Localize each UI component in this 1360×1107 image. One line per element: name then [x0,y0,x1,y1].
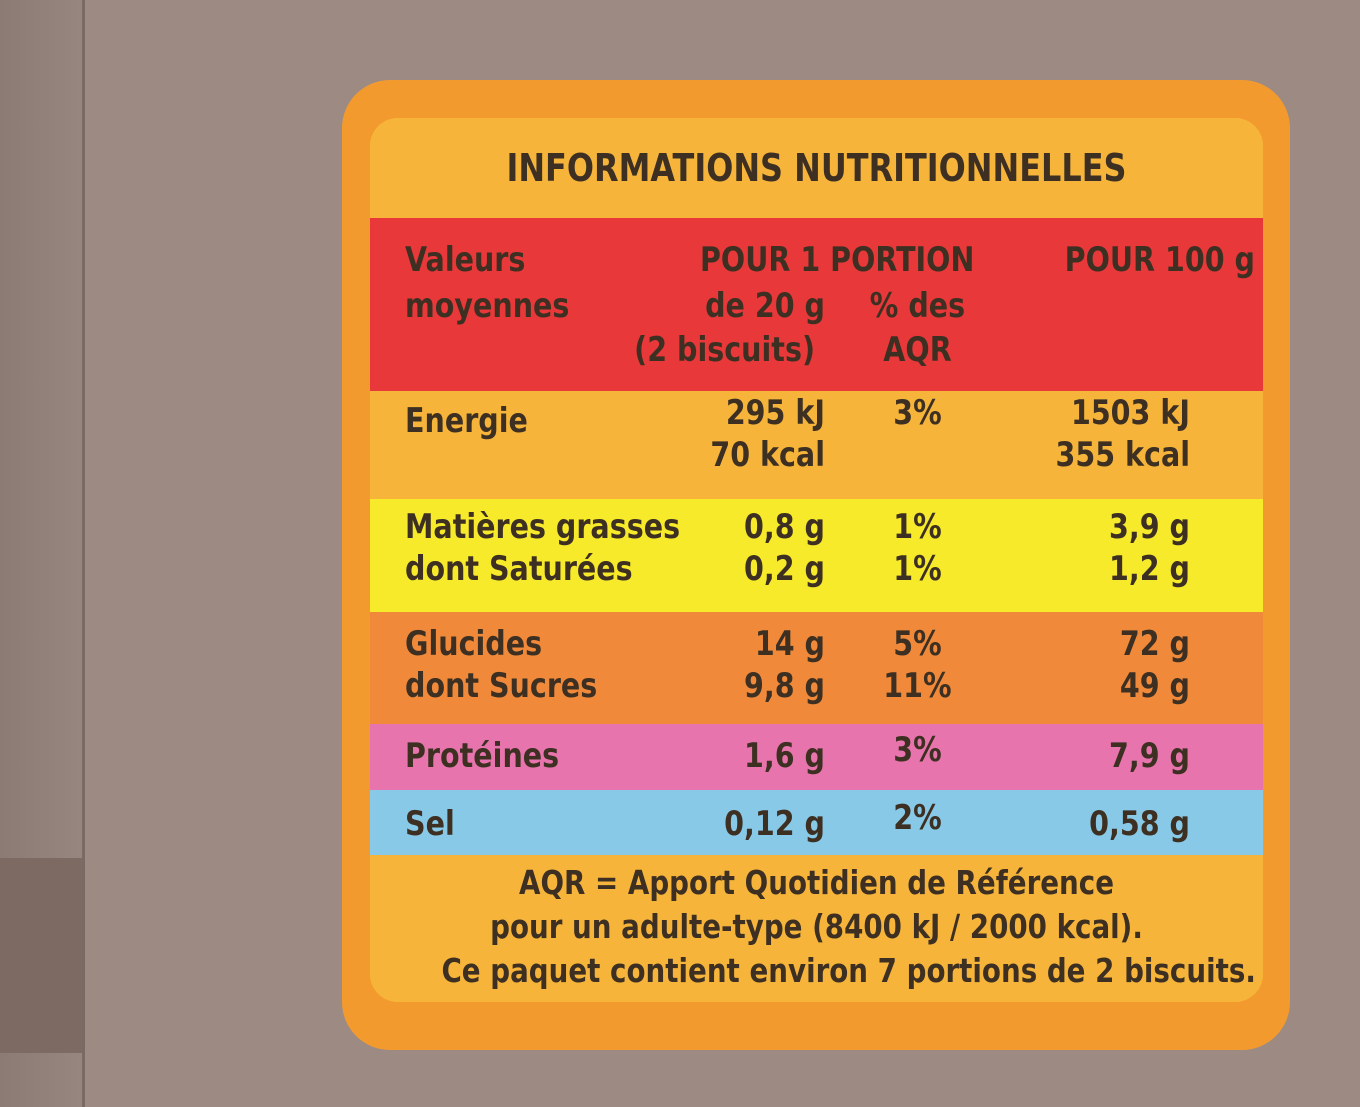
row-carbohydrates: Glucides 14 g 5% 72 g dont Sucres 9,8 g … [370,612,1263,724]
row-label: Sel [405,804,455,844]
row-label: Glucides [405,624,543,664]
row-energy: Energie 295 kJ 70 kcal 3% 1503 kJ 355 kc… [370,391,1263,499]
footnote-portions: Ce paquet contient environ 7 portions de… [441,951,1256,990]
per100-value: 3,9 g [1109,507,1190,547]
nutrition-label: INFORMATIONS NUTRITIONNELLES Valeurs moy… [342,80,1290,1050]
row-label: dont Saturées [405,549,633,589]
header-per-100g: POUR 100 g [1064,240,1255,280]
row-fat: Matières grasses 0,8 g 1% 3,9 g dont Sat… [370,499,1263,612]
row-label: Energie [405,401,528,441]
header-aqr: AQR [883,330,952,370]
portion-value: 295 kJ [725,393,825,433]
footnote-band: AQR = Apport Quotidien de Référence pour… [370,855,1263,1002]
portion-value: 0,2 g [744,549,825,589]
label-title: INFORMATIONS NUTRITIONNELLES [506,146,1127,190]
per100-value-2: 355 kcal [1055,435,1190,475]
row-protein: Protéines 1,6 g 3% 7,9 g [370,724,1263,790]
per100-value: 49 g [1119,666,1190,706]
per100-value: 0,58 g [1089,804,1190,844]
aqr-value: 1% [893,507,942,547]
row-label: dont Sucres [405,666,598,706]
aqr-value: 1% [893,549,942,589]
header-band: Valeurs moyennes POUR 1 PORTION de 20 g … [370,218,1263,391]
aqr-value: 5% [893,624,942,664]
header-per-portion: POUR 1 PORTION [700,240,975,280]
portion-value: 0,8 g [744,507,825,547]
row-salt: Sel 0,12 g 2% 0,58 g [370,790,1263,855]
title-band: INFORMATIONS NUTRITIONNELLES [370,118,1263,218]
footnote-aqr-definition: AQR = Apport Quotidien de Référence [518,863,1115,902]
aqr-value: 3% [893,393,942,433]
aqr-value: 2% [893,798,942,838]
footnote-adult-reference: pour un adulte-type (8400 kJ / 2000 kcal… [490,907,1143,946]
portion-value: 9,8 g [744,666,825,706]
per100-value: 1503 kJ [1070,393,1190,433]
per100-value: 7,9 g [1109,736,1190,776]
row-label: Protéines [405,736,560,776]
header-portion-size: de 20 g [705,286,825,326]
aqr-value: 3% [893,730,942,770]
per100-value: 1,2 g [1109,549,1190,589]
portion-value: 0,12 g [724,804,825,844]
box-side-stripe [0,858,82,1053]
per100-value: 72 g [1119,624,1190,664]
aqr-value: 11% [883,666,952,706]
nutrition-table: INFORMATIONS NUTRITIONNELLES Valeurs moy… [370,118,1263,1002]
box-fold-edge [82,0,85,1107]
header-aqr-percent: % des [869,286,966,326]
row-label: Matières grasses [405,507,681,547]
header-values-label-2: moyennes [405,286,570,326]
portion-value: 14 g [754,624,825,664]
header-portion-count: (2 biscuits) [634,330,815,370]
portion-value: 1,6 g [744,736,825,776]
portion-value-2: 70 kcal [710,435,825,475]
header-values-label: Valeurs [405,240,526,280]
